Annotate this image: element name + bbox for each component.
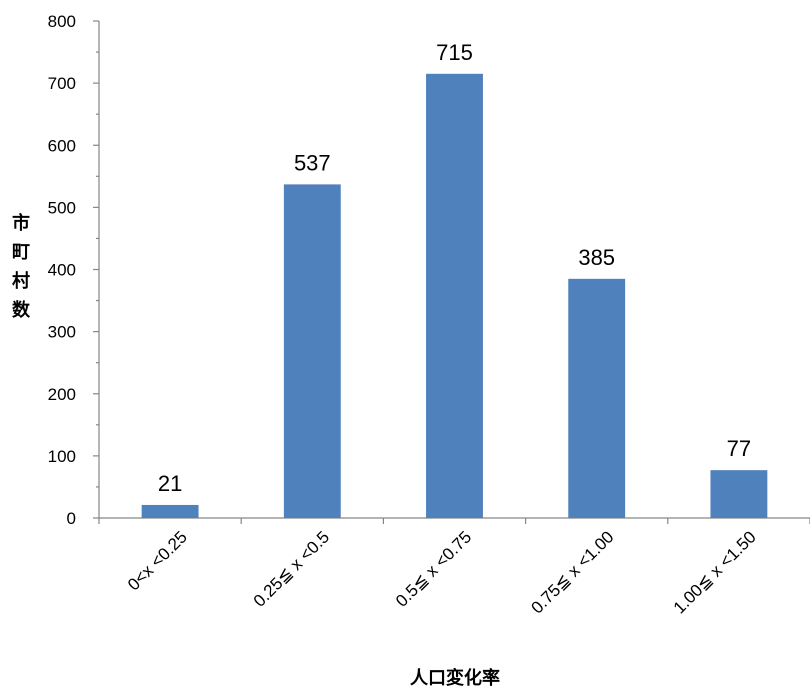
- bars: [141, 73, 768, 519]
- data-label: 385: [578, 245, 615, 270]
- data-label: 715: [436, 40, 473, 65]
- y-tick-label: 700: [48, 74, 76, 93]
- y-tick-label: 600: [48, 136, 76, 155]
- y-tick-label: 800: [48, 12, 76, 31]
- data-label: 77: [727, 436, 751, 461]
- y-axis: 0 100 200 300 400 500 600 700 800: [48, 12, 100, 528]
- bar: [710, 470, 768, 518]
- y-tick-label: 200: [48, 385, 76, 404]
- data-label: 537: [294, 150, 331, 175]
- y-tick-label: 400: [48, 261, 76, 280]
- category-label: 0<x <0.25: [124, 527, 191, 594]
- category-label: 0.25≦ x <0.5: [250, 527, 333, 610]
- y-tick-label: 500: [48, 198, 76, 217]
- y-tick-label: 0: [67, 509, 76, 528]
- bar: [568, 278, 626, 518]
- category-label: 0.5≦ x <0.75: [392, 527, 475, 610]
- x-axis-title: 人口変化率: [410, 667, 500, 689]
- data-label: 21: [158, 471, 182, 496]
- category-label: 1.00≦ x <1.50: [670, 527, 760, 617]
- x-axis: [98, 517, 810, 524]
- data-labels: 21 537 715 385 77: [158, 40, 751, 496]
- y-tick-label: 300: [48, 323, 76, 342]
- bar: [141, 504, 199, 518]
- bar: [426, 73, 483, 519]
- bar: [283, 184, 341, 519]
- y-tick-label: 100: [48, 447, 76, 466]
- category-label: 0.75≦ x <1.00: [528, 527, 618, 617]
- y-axis-title: 市町村数: [12, 212, 31, 321]
- category-labels: 0<x <0.25 0.25≦ x <0.5 0.5≦ x <0.75 0.75≦ x…: [124, 527, 760, 617]
